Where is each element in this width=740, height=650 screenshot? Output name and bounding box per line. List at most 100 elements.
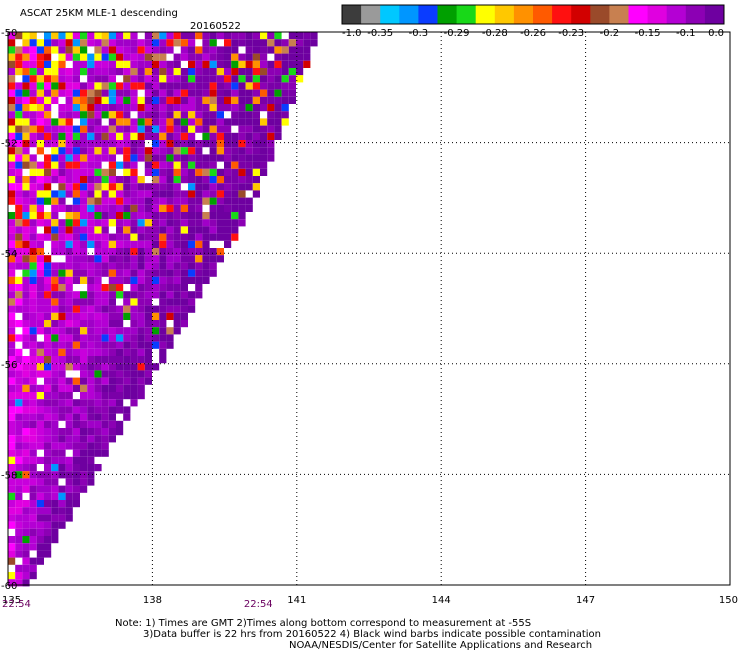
swath-cell (152, 212, 160, 220)
swath-cell (116, 255, 124, 263)
swath-cell (65, 32, 73, 40)
swath-cell (180, 89, 188, 97)
swath-cell (8, 197, 16, 205)
swath-cell (260, 68, 268, 76)
swath-cell (152, 269, 160, 277)
swath-cell (72, 406, 80, 414)
time-labels: 22:54 22:54 (2, 599, 273, 610)
swath-cell (159, 46, 167, 54)
swath-cell (260, 154, 268, 162)
swath-cell (29, 392, 37, 400)
swath-cell (116, 240, 124, 248)
swath-cell (72, 197, 80, 205)
swath-cell (267, 68, 275, 76)
swath-cell (173, 233, 181, 241)
swath-cell (29, 363, 37, 371)
swath-cell (108, 276, 116, 284)
swath-cell (137, 384, 145, 392)
swath-cell (137, 269, 145, 277)
swath-cell (144, 327, 152, 335)
swath-cell (137, 96, 145, 104)
swath-cell (116, 399, 124, 407)
swath-cell (137, 75, 145, 83)
swath-cell (274, 132, 282, 140)
swath-cell (15, 168, 23, 176)
swath-cell (108, 377, 116, 385)
swath-cell (65, 284, 73, 292)
swath-cell (152, 39, 160, 47)
swath-cell (116, 68, 124, 76)
colorbar-swatch (494, 5, 515, 24)
swath-cell (15, 435, 23, 443)
swath-cell (116, 291, 124, 299)
swath-cell (101, 406, 109, 414)
swath-cell (87, 456, 95, 464)
swath-cell (80, 197, 88, 205)
swath-cell (58, 464, 66, 472)
swath-cell (195, 183, 203, 191)
swath-cell (22, 132, 30, 140)
swath-cell (144, 125, 152, 133)
swath-cell (29, 334, 37, 342)
swath-cell (58, 89, 66, 97)
swath-cell (8, 233, 16, 241)
swath-cell (202, 248, 210, 256)
swath-cell (188, 32, 196, 40)
swath-cell (36, 557, 44, 565)
swath-cell (159, 334, 167, 342)
swath-cell (123, 204, 131, 212)
swath-cell (159, 219, 167, 227)
swath-cell (8, 550, 16, 558)
swath-cell (58, 104, 66, 112)
swath-cell (144, 68, 152, 76)
swath-cell (209, 168, 217, 176)
swath-cell (80, 262, 88, 270)
swath-cell (116, 392, 124, 400)
swath-cell (166, 96, 174, 104)
swath-cell (44, 298, 52, 306)
swath-cell (144, 219, 152, 227)
swath-cell (65, 428, 73, 436)
swath-cell (267, 147, 275, 155)
swath-cell (195, 168, 203, 176)
swath-cell (238, 89, 246, 97)
swath-cell (36, 233, 44, 241)
swath-cell (36, 132, 44, 140)
swath-cell (245, 68, 253, 76)
swath-cell (180, 147, 188, 155)
swath-cell (51, 39, 59, 47)
swath-cell (58, 183, 66, 191)
swath-cell (58, 284, 66, 292)
swath-cell (44, 348, 52, 356)
colorbar-label: -0.29 (444, 28, 470, 39)
swath-cell (195, 291, 203, 299)
swath-cell (29, 291, 37, 299)
swath-cell (137, 60, 145, 68)
swath-cell (80, 104, 88, 112)
swath-cell (29, 125, 37, 133)
swath-cell (274, 82, 282, 90)
swath-cell (29, 471, 37, 479)
swath-cell (29, 528, 37, 536)
swath-cell (202, 39, 210, 47)
swath-cell (252, 68, 260, 76)
swath-cell (281, 82, 289, 90)
swath-cell (260, 96, 268, 104)
swath-cell (180, 111, 188, 119)
swath-cell (65, 82, 73, 90)
swath-cell (94, 442, 102, 450)
swath-cell (80, 370, 88, 378)
swath-cell (130, 147, 138, 155)
swath-cell (80, 320, 88, 328)
swath-cell (231, 190, 239, 198)
swath-cell (180, 125, 188, 133)
swath-cell (29, 356, 37, 364)
swath-cell (224, 197, 232, 205)
swath-cell (72, 39, 80, 47)
swath-cell (245, 104, 253, 112)
swath-cell (94, 212, 102, 220)
swath-cell (137, 305, 145, 313)
swath-cell (29, 428, 37, 436)
swath-cell (51, 485, 59, 493)
swath-cell (123, 226, 131, 234)
